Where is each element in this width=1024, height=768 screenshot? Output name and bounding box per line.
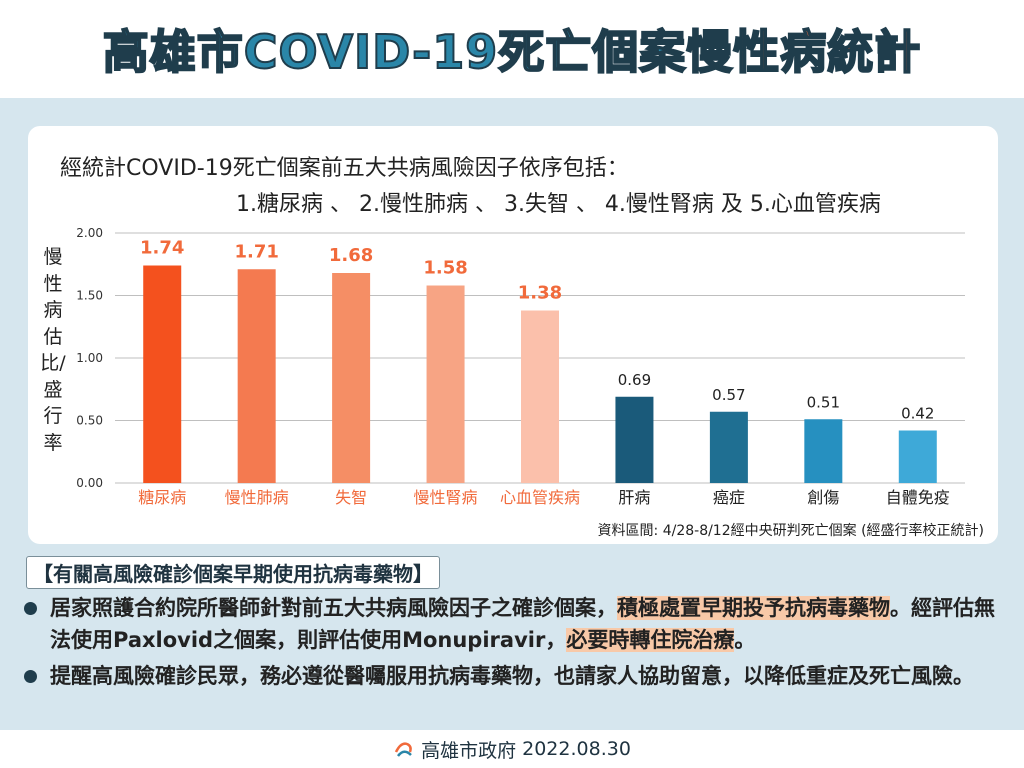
footer-date: 2022.08.30 bbox=[522, 738, 631, 760]
data-label: 1.58 bbox=[423, 258, 467, 279]
footer-org: 高雄市政府 bbox=[421, 739, 517, 762]
note-item-1: 居家照護合約院所醫師針對前五大共病風險因子之確診個案，積極處置早期投予抗病毒藥物… bbox=[24, 592, 1000, 656]
page-title: 高雄市COVID-19死亡個案慢性病統計 bbox=[102, 16, 922, 82]
y-tick-label: 0.50 bbox=[76, 414, 103, 428]
y-tick-label: 1.00 bbox=[76, 351, 103, 365]
note-item-2: 提醒高風險確診民眾，務必遵從醫囑服用抗病毒藥物，也請家人協助留意，以降低重症及死… bbox=[24, 660, 1000, 692]
x-tick-label: 慢性肺病 bbox=[225, 488, 289, 507]
footer: 高雄市政府 2022.08.30 bbox=[0, 730, 1024, 768]
intro-line-1: 經統計COVID-19死亡個案前五大共病風險因子依序包括： bbox=[60, 156, 629, 181]
y-tick-label: 2.00 bbox=[76, 226, 103, 240]
data-label: 1.74 bbox=[140, 238, 184, 259]
bullet-icon bbox=[24, 602, 37, 615]
data-label: 1.68 bbox=[329, 245, 373, 266]
notes-heading: 【有關高風險確診個案早期使用抗病毒藥物】 bbox=[26, 556, 440, 589]
bar bbox=[237, 269, 276, 483]
title-accent: 慢性病統計 bbox=[685, 24, 922, 80]
x-tick-label: 肝病 bbox=[618, 488, 650, 507]
data-label: 0.51 bbox=[807, 393, 840, 411]
bar bbox=[332, 273, 371, 483]
intro-line-2: 1.糖尿病 、 2.慢性肺病 、 3.失智 、 4.慢性腎病 及 5.心血管疾病 bbox=[236, 192, 881, 217]
note-1-highlight-1: 積極處置早期投予抗病毒藥物 bbox=[617, 596, 890, 620]
y-tick-label: 0.00 bbox=[76, 476, 103, 490]
note-2-text: 提醒高風險確診民眾，務必遵從醫囑服用抗病毒藥物，也請家人協助留意，以降低重症及死… bbox=[50, 664, 974, 688]
y-tick-label: 1.50 bbox=[76, 289, 103, 303]
y-axis-label: 慢性病估比/盛行率 bbox=[40, 246, 66, 454]
data-label: 0.57 bbox=[712, 386, 745, 404]
data-label: 0.42 bbox=[901, 405, 934, 423]
x-tick-label: 自體免疫 bbox=[886, 488, 950, 507]
data-label: 0.69 bbox=[618, 371, 651, 389]
x-tick-label: 心血管疾病 bbox=[500, 488, 580, 507]
note-1-text-a: 居家照護合約院所醫師針對前五大共病風險因子之確診個案， bbox=[50, 596, 617, 620]
note-1-text-b: 。經評估無法使用Paxlovid之個案，則評估使用Monupiravir， bbox=[50, 596, 995, 652]
data-label: 1.71 bbox=[234, 241, 278, 262]
x-tick-label: 癌症 bbox=[713, 488, 745, 507]
data-label: 1.38 bbox=[518, 283, 562, 304]
bar bbox=[898, 430, 937, 483]
header-banner: 高雄市COVID-19死亡個案慢性病統計 bbox=[0, 0, 1024, 98]
data-source-note: 資料區間: 4/28-8/12經中央研判死亡個案 (經盛行率校正統計) bbox=[597, 523, 984, 539]
bar bbox=[804, 419, 843, 483]
bullet-icon bbox=[24, 670, 37, 683]
x-tick-label: 糖尿病 bbox=[138, 488, 186, 507]
bar bbox=[615, 396, 654, 483]
x-tick-label: 失智 bbox=[335, 488, 367, 507]
bar bbox=[521, 310, 559, 483]
note-1-highlight-2: 必要時轉住院治療 bbox=[566, 628, 735, 652]
bar bbox=[709, 411, 748, 483]
x-tick-label: 慢性腎病 bbox=[414, 488, 478, 507]
note-1-text-c: 。 bbox=[734, 628, 756, 652]
bar bbox=[143, 265, 182, 483]
x-tick-label: 創傷 bbox=[807, 488, 839, 507]
title-main: 高雄市COVID-19死亡個案 bbox=[102, 24, 687, 80]
bar bbox=[426, 285, 465, 483]
kaohsiung-logo-icon bbox=[394, 742, 412, 757]
